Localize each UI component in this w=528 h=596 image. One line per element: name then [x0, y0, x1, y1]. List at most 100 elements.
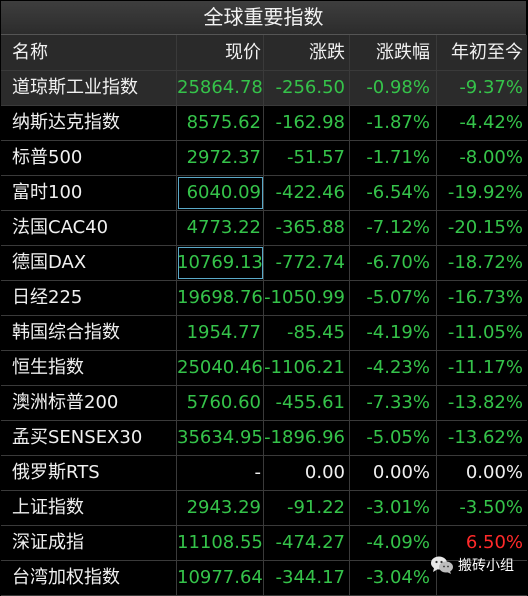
table-row[interactable]: 孟买SENSEX30 35634.95 -1896.96 -5.05% -13.…: [1, 421, 527, 456]
index-change: -256.50: [264, 71, 350, 105]
index-ytd: -19.92%: [447, 182, 523, 203]
index-name: 纳斯达克指数: [1, 106, 177, 140]
index-price: 19698.76: [177, 281, 264, 315]
table-row[interactable]: 纳斯达克指数 8575.62 -162.98 -1.87% -4.42%: [1, 106, 527, 141]
index-percent: -3.04%: [350, 561, 437, 595]
index-percent: -3.01%: [350, 491, 437, 525]
index-ytd: -20.15%: [447, 217, 523, 238]
table-row[interactable]: 日经225 19698.76 -1050.99 -5.07% -16.73%: [1, 281, 527, 316]
header-change[interactable]: 涨跌: [264, 35, 350, 70]
header-percent[interactable]: 涨跌幅: [350, 35, 437, 70]
index-ytd: -11.05%: [447, 322, 523, 343]
index-price: 35634.95: [177, 421, 264, 455]
index-ytd: -11.17%: [447, 357, 523, 378]
index-ytd: -3.50%: [459, 497, 523, 518]
index-percent: -0.98%: [350, 71, 437, 105]
index-change: 0.00: [264, 456, 350, 490]
table-row[interactable]: 法国CAC40 4773.22 -365.88 -7.12% -20.15%: [1, 211, 527, 246]
panel-title: 全球重要指数: [1, 1, 526, 35]
index-change: -1896.96: [264, 421, 350, 455]
index-percent: -5.05%: [350, 421, 437, 455]
index-price: 10769.13: [177, 246, 264, 280]
index-ytd: -18.72%: [447, 252, 523, 273]
index-ytd: 0.00%: [465, 462, 523, 483]
index-price: 2972.37: [177, 141, 264, 175]
watermark: 搬砖小组: [430, 552, 514, 578]
index-name: 道琼斯工业指数: [1, 71, 177, 105]
table-row[interactable]: 俄罗斯RTS - 0.00 0.00% 0.00%: [1, 456, 527, 491]
table-row[interactable]: 澳洲标普200 5760.60 -455.61 -7.33% -13.82%: [1, 386, 527, 421]
index-name: 标普500: [1, 141, 177, 175]
index-name: 深证成指: [1, 526, 177, 560]
header-ytd[interactable]: 年初至今: [451, 42, 523, 63]
index-percent: -7.33%: [350, 386, 437, 420]
index-ytd: -13.62%: [447, 427, 523, 448]
index-change: -474.27: [264, 526, 350, 560]
index-price: 5760.60: [177, 386, 264, 420]
index-percent: -6.54%: [350, 176, 437, 210]
index-change: -1106.21: [264, 351, 350, 385]
index-change: -422.46: [264, 176, 350, 210]
index-percent: -1.71%: [350, 141, 437, 175]
watermark-text: 搬砖小组: [458, 558, 514, 574]
index-change: -1050.99: [264, 281, 350, 315]
index-price: 2943.29: [177, 491, 264, 525]
index-ytd: -13.82%: [447, 392, 523, 413]
index-percent: 0.00%: [350, 456, 437, 490]
table-row[interactable]: 恒生指数 25040.46 -1106.21 -4.23% -11.17%: [1, 351, 527, 386]
table-row[interactable]: 道琼斯工业指数 25864.78 -256.50 -0.98% -9.37%: [1, 71, 527, 106]
index-percent: -1.87%: [350, 106, 437, 140]
index-percent: -4.23%: [350, 351, 437, 385]
table-header: 名称 现价 涨跌 涨跌幅 年初至今: [1, 35, 527, 71]
index-name: 台湾加权指数: [1, 561, 177, 595]
index-name: 恒生指数: [1, 351, 177, 385]
index-percent: -4.09%: [350, 526, 437, 560]
table-row[interactable]: 标普500 2972.37 -51.57 -1.71% -8.00%: [1, 141, 527, 176]
index-name: 德国DAX: [1, 246, 177, 280]
index-price: 8575.62: [177, 106, 264, 140]
index-price: 6040.09: [177, 176, 264, 210]
index-ytd: -4.42%: [459, 112, 523, 133]
table-row[interactable]: 德国DAX 10769.13 -772.74 -6.70% -18.72%: [1, 246, 527, 281]
index-change: -162.98: [264, 106, 350, 140]
index-percent: -6.70%: [350, 246, 437, 280]
index-price: 11108.55: [177, 526, 264, 560]
table-row[interactable]: 深证成指 11108.55 -474.27 -4.09% 6.50%: [1, 526, 527, 561]
index-percent: -7.12%: [350, 211, 437, 245]
index-change: -51.57: [264, 141, 350, 175]
header-price[interactable]: 现价: [177, 35, 264, 70]
index-ytd: -9.37%: [459, 77, 523, 98]
index-ytd: -16.73%: [447, 287, 523, 308]
index-name: 日经225: [1, 281, 177, 315]
index-change: -85.45: [264, 316, 350, 350]
index-change: -455.61: [264, 386, 350, 420]
index-percent: -4.19%: [350, 316, 437, 350]
header-name[interactable]: 名称: [1, 35, 177, 70]
index-price: 25864.78: [177, 71, 264, 105]
index-name: 俄罗斯RTS: [1, 456, 177, 490]
index-name: 孟买SENSEX30: [1, 421, 177, 455]
index-price: 25040.46: [177, 351, 264, 385]
index-change: -365.88: [264, 211, 350, 245]
index-change: -772.74: [264, 246, 350, 280]
wechat-icon: [430, 555, 454, 575]
index-ytd: 6.50%: [465, 532, 523, 553]
index-name: 上证指数: [1, 491, 177, 525]
index-name: 韩国综合指数: [1, 316, 177, 350]
index-change: -91.22: [264, 491, 350, 525]
index-name: 澳洲标普200: [1, 386, 177, 420]
index-price: 1954.77: [177, 316, 264, 350]
index-name: 法国CAC40: [1, 211, 177, 245]
index-price: 4773.22: [177, 211, 264, 245]
index-change: -344.17: [264, 561, 350, 595]
index-price: 10977.64: [177, 561, 264, 595]
index-percent: -5.07%: [350, 281, 437, 315]
index-price: -: [177, 456, 264, 490]
index-table: 名称 现价 涨跌 涨跌幅 年初至今 道琼斯工业指数 25864.78 -256.…: [1, 35, 527, 596]
table-row[interactable]: 韩国综合指数 1954.77 -85.45 -4.19% -11.05%: [1, 316, 527, 351]
table-row[interactable]: 富时100 6040.09 -422.46 -6.54% -19.92%: [1, 176, 527, 211]
index-ytd: -8.00%: [459, 147, 523, 168]
table-row[interactable]: 上证指数 2943.29 -91.22 -3.01% -3.50%: [1, 491, 527, 526]
index-name: 富时100: [1, 176, 177, 210]
